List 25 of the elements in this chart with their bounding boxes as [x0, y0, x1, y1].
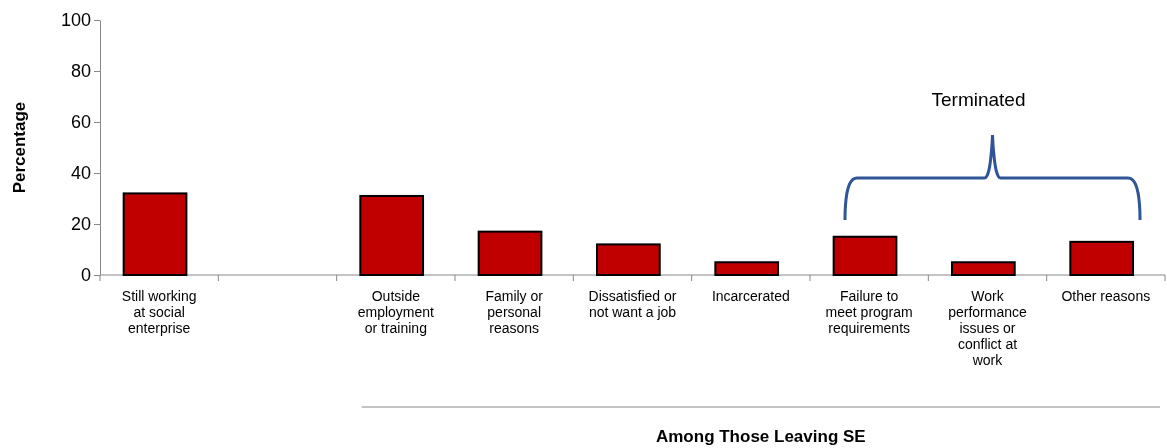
y-tick-label: 60 — [70, 112, 91, 133]
y-tick-label: 20 — [70, 214, 91, 235]
bar — [714, 261, 780, 276]
y-tick-label: 80 — [70, 61, 91, 82]
y-tick-label: 0 — [80, 265, 91, 286]
x-tick-label: Other reasons — [1061, 288, 1151, 304]
bar — [951, 261, 1016, 276]
bar — [122, 192, 188, 276]
x-tick-label: Work performance issues or conflict at work — [948, 288, 1028, 369]
x-axis-title: Among Those Leaving SE — [655, 427, 866, 446]
y-tick-label: 40 — [70, 163, 91, 184]
x-tick-label: Outside employment or training — [357, 288, 435, 337]
x-tick-label: Still working at social enterprise — [121, 288, 197, 337]
x-tick-label: Failure to meet program requirements — [825, 288, 913, 337]
bar — [596, 243, 661, 276]
annotation: Terminated — [931, 89, 1026, 110]
bar — [1069, 240, 1135, 276]
bar — [832, 235, 898, 276]
bar — [477, 230, 543, 276]
y-axis-title: Percentage — [10, 101, 29, 194]
x-tick-label: Dissatisfied or not want a job — [588, 288, 677, 321]
x-tick-label: Family or personal reasons — [485, 288, 544, 337]
x-tick-label: Incarcerated — [711, 288, 790, 304]
y-tick-label: 100 — [60, 10, 91, 31]
bar — [359, 194, 425, 276]
